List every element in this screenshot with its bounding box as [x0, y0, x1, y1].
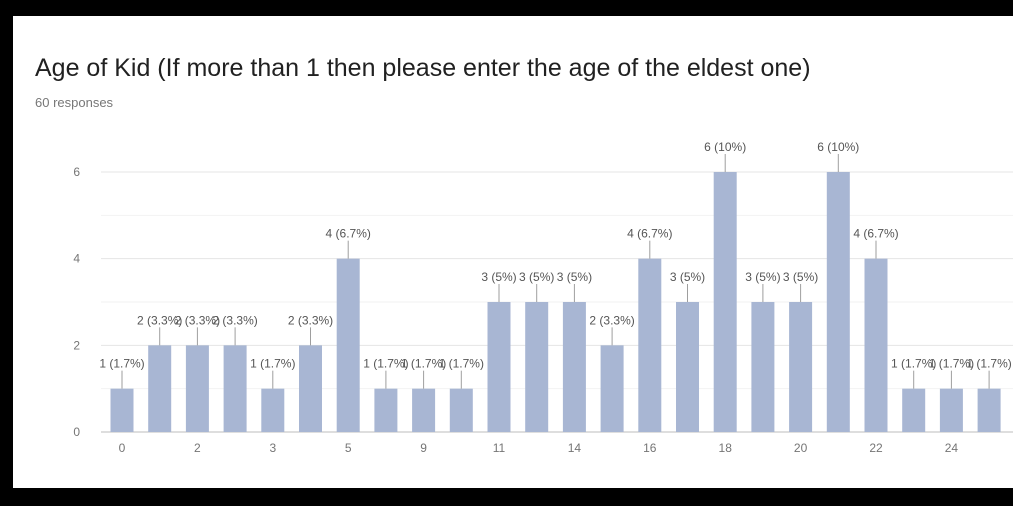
- bar: [562, 302, 586, 432]
- data-label: 3 (5%): [519, 270, 554, 284]
- bar: [299, 345, 322, 432]
- data-label: 1 (1.7%): [891, 357, 936, 371]
- bar: [864, 258, 888, 432]
- data-label: 3 (5%): [745, 270, 780, 284]
- data-label: 3 (5%): [670, 270, 705, 284]
- data-label: 2 (3.3%): [212, 313, 257, 327]
- x-tick-label: 18: [719, 441, 733, 455]
- bar: [336, 258, 360, 432]
- data-label: 1 (1.7%): [929, 357, 974, 371]
- data-label: 2 (3.3%): [288, 313, 333, 327]
- bar: [261, 388, 285, 432]
- data-label: 3 (5%): [783, 270, 818, 284]
- y-tick-label: 4: [73, 252, 80, 266]
- bar: [902, 388, 926, 432]
- data-label: 3 (5%): [557, 270, 592, 284]
- bar: [826, 172, 850, 432]
- bar: [449, 388, 473, 432]
- x-tick-label: 24: [945, 441, 959, 455]
- data-label: 1 (1.7%): [966, 357, 1011, 371]
- bar: [185, 345, 209, 432]
- data-label: 1 (1.7%): [99, 357, 144, 371]
- x-tick-label: 20: [794, 441, 808, 455]
- bar: [223, 345, 247, 432]
- x-tick-label: 5: [345, 441, 352, 455]
- bar: [374, 388, 398, 432]
- chart-card: Age of Kid (If more than 1 then please e…: [13, 16, 1013, 488]
- data-label: 3 (5%): [481, 270, 516, 284]
- bar: [600, 345, 624, 432]
- bar: [789, 302, 813, 432]
- bar: [110, 388, 134, 432]
- bar: [977, 388, 1001, 432]
- data-label: 6 (10%): [704, 140, 746, 154]
- x-tick-label: 14: [568, 441, 582, 455]
- bottom-border: [0, 488, 1013, 506]
- bar: [676, 302, 699, 432]
- bar: [412, 388, 436, 432]
- data-label: 4 (6.7%): [326, 227, 371, 241]
- data-label: 1 (1.7%): [250, 357, 295, 371]
- data-label: 4 (6.7%): [627, 227, 672, 241]
- y-tick-label: 2: [73, 338, 80, 352]
- x-tick-label: 0: [119, 441, 126, 455]
- x-tick-label: 9: [420, 441, 427, 455]
- y-tick-label: 0: [73, 425, 80, 439]
- data-label: 1 (1.7%): [363, 357, 408, 371]
- x-tick-label: 22: [869, 441, 883, 455]
- bar: [751, 302, 775, 432]
- bar: [148, 345, 172, 432]
- bar: [939, 388, 963, 432]
- x-tick-label: 16: [643, 441, 657, 455]
- x-tick-label: 2: [194, 441, 201, 455]
- data-label: 6 (10%): [817, 140, 859, 154]
- bar: [487, 302, 511, 432]
- bar: [713, 172, 737, 432]
- data-label: 1 (1.7%): [439, 357, 484, 371]
- data-label: 2 (3.3%): [137, 313, 182, 327]
- x-tick-label: 11: [493, 441, 506, 455]
- bar: [638, 258, 662, 432]
- bar: [525, 302, 549, 432]
- data-label: 4 (6.7%): [853, 227, 898, 241]
- chart-title: Age of Kid (If more than 1 then please e…: [35, 54, 811, 82]
- data-label: 2 (3.3%): [589, 313, 634, 327]
- response-count: 60 responses: [35, 95, 114, 110]
- y-tick-label: 6: [73, 165, 80, 179]
- data-label: 2 (3.3%): [175, 313, 220, 327]
- data-label: 1 (1.7%): [401, 357, 446, 371]
- x-tick-label: 3: [269, 441, 276, 455]
